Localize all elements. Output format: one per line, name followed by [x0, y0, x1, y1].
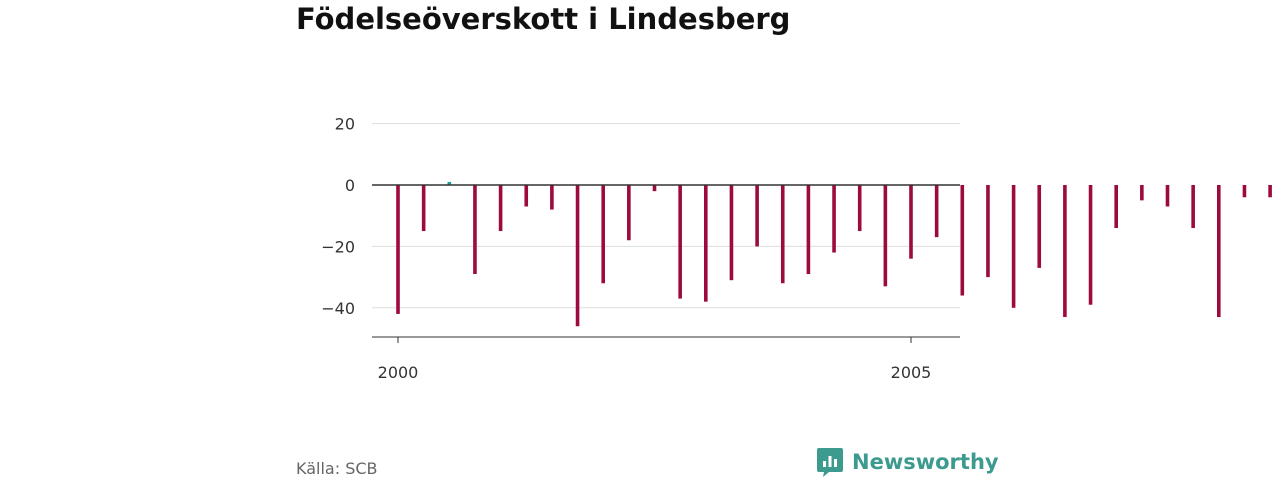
bar	[524, 185, 529, 207]
bar	[1165, 185, 1170, 207]
bar	[678, 185, 682, 299]
bar	[1242, 185, 1247, 198]
x-tick-label: 2005	[891, 363, 932, 382]
bar	[883, 185, 888, 287]
y-tick-label: 20	[335, 115, 355, 134]
grid-layer	[372, 123, 960, 309]
bar	[473, 185, 477, 275]
bar	[806, 185, 811, 275]
y-tick-label: −40	[321, 299, 355, 318]
bar	[1191, 185, 1195, 228]
bar	[909, 185, 913, 259]
bar-layer	[396, 181, 1272, 327]
bar	[1063, 185, 1067, 318]
bar	[704, 185, 708, 302]
bar	[857, 185, 862, 232]
bar	[1011, 185, 1016, 308]
bar	[1088, 185, 1093, 305]
bar	[550, 185, 554, 210]
newsworthy-logo-icon	[817, 448, 843, 477]
bar	[729, 185, 734, 281]
chart-title: Födelseöverskott i Lindesberg	[296, 2, 791, 36]
bar	[960, 185, 965, 296]
bar	[1037, 185, 1042, 268]
bar	[498, 185, 503, 232]
bar	[396, 185, 400, 314]
y-tick-label: 0	[345, 176, 355, 195]
bar	[986, 185, 990, 278]
bar	[780, 185, 785, 284]
bar	[1268, 185, 1272, 198]
bar	[934, 185, 939, 238]
brand-name: Newsworthy	[852, 450, 999, 474]
source-label: Källa: SCB	[296, 459, 378, 478]
bar	[627, 185, 631, 241]
axis-layer: −40−20020200020052010201520202025	[321, 115, 960, 382]
x-tick-label: 2000	[378, 363, 419, 382]
bar	[1140, 185, 1144, 201]
bar	[832, 185, 836, 253]
brand-logo[interactable]: Newsworthy	[816, 446, 999, 478]
bar	[575, 185, 580, 327]
bar	[652, 185, 657, 192]
bar	[421, 185, 426, 232]
bar	[601, 185, 605, 284]
bar	[1114, 185, 1118, 228]
bar	[447, 181, 452, 185]
y-tick-label: −20	[321, 237, 355, 256]
bar	[1217, 185, 1221, 318]
bar	[755, 185, 759, 247]
